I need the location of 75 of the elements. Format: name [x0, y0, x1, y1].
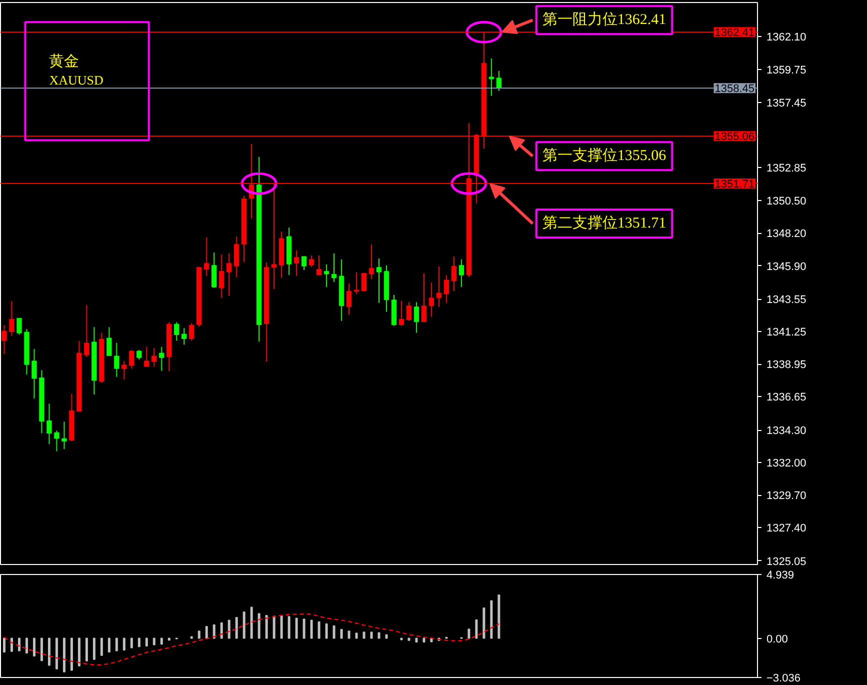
candlestick [46, 403, 52, 445]
annotation: 第一支撑位1355.06 [542, 147, 667, 164]
candlestick [159, 346, 164, 372]
y-tick-label: 1329.70 [766, 490, 806, 502]
annotation: 第二支撑位1351.71 [542, 214, 666, 232]
y-tick-label: 1352.85 [766, 162, 806, 174]
candlestick [189, 322, 194, 342]
candlestick [488, 58, 494, 96]
ref-line-label: 1355.06 [714, 131, 755, 144]
candlestick [234, 236, 240, 278]
candlestick [16, 318, 22, 336]
candlestick [458, 258, 464, 288]
ref-line-label: 1362.41 [714, 27, 755, 40]
y-tick-label: 1345.90 [766, 260, 806, 273]
y-tick-label: 1350.50 [766, 196, 806, 208]
y-tick-label: −3.036 [766, 672, 800, 684]
candlestick [106, 326, 112, 356]
candlestick [129, 350, 134, 370]
candlestick [226, 252, 232, 296]
ref-line-label: 1351.71 [714, 178, 755, 191]
candlestick [331, 252, 337, 282]
candlestick [62, 421, 67, 450]
candlestick [406, 302, 412, 322]
y-tick-label: 1343.55 [766, 294, 806, 306]
y-tick-label: 1338.95 [766, 359, 806, 372]
candlestick [2, 324, 7, 354]
annotation: 第一阻力位1362.41 [542, 11, 666, 28]
candlestick [324, 264, 330, 288]
candlestick [376, 258, 382, 304]
y-tick-label: 1348.20 [766, 228, 806, 240]
candlestick [152, 348, 157, 368]
text: 黄金 [49, 53, 80, 70]
candlestick [219, 254, 224, 298]
y-tick-label: 1357.45 [766, 97, 806, 110]
ref-line-label: 1358.45 [714, 83, 755, 96]
y-tick-label: 1332.00 [766, 458, 806, 470]
candlestick [144, 346, 150, 368]
candlestick [212, 252, 217, 289]
y-tick-label: 1362.10 [766, 31, 806, 44]
y-tick-label: 1336.65 [766, 392, 806, 404]
candlestick [84, 304, 90, 358]
candlestick [346, 282, 352, 316]
y-tick-label: 1325.05 [766, 556, 806, 568]
y-tick-label: 1327.40 [766, 522, 806, 535]
candlestick [316, 254, 322, 276]
candlestick [174, 322, 180, 342]
candlestick [32, 348, 37, 399]
line-series [4, 613, 500, 666]
candlestick [354, 272, 360, 294]
candlestick [294, 250, 300, 276]
candlestick [421, 272, 427, 322]
candlestick [136, 350, 142, 360]
y-tick-label: 1359.75 [766, 64, 806, 77]
candlestick [9, 300, 14, 336]
candlestick [414, 302, 420, 334]
candlestick [436, 266, 442, 308]
y-tick-label: 1341.25 [766, 326, 806, 339]
y-tick-label: 0.00 [766, 633, 788, 646]
candlestick [361, 272, 367, 292]
candlestick [308, 254, 314, 268]
candlestick [496, 70, 502, 92]
candlestick [301, 256, 307, 271]
y-tick-label: 4.939 [766, 570, 794, 582]
candlestick [122, 360, 127, 380]
candlestick [398, 300, 404, 326]
candlestick [182, 328, 187, 346]
candlestick [54, 430, 60, 452]
candlestick [114, 342, 120, 378]
candlestick [368, 244, 374, 280]
candlestick [204, 236, 210, 276]
text: XAUUSD [49, 72, 104, 88]
y-tick-label: 1334.30 [766, 425, 806, 438]
candlestick [451, 256, 457, 292]
candlestick [444, 274, 450, 304]
candlestick [428, 282, 434, 318]
